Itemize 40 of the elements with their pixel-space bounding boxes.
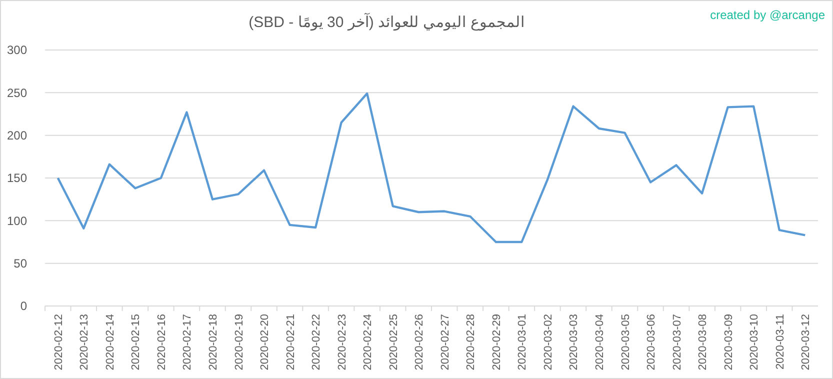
x-tick-label: 2020-03-11 [774,314,786,370]
x-tick-label: 2020-02-23 [336,314,348,370]
x-tick-label: 2020-02-14 [104,314,116,370]
x-tick-label: 2020-02-24 [362,314,374,370]
x-tick-label: 2020-02-28 [465,314,478,370]
x-tick-label: 2020-03-09 [722,314,735,370]
x-tick-label: 2020-03-04 [594,314,606,370]
x-tick-label: 2020-02-12 [52,314,65,370]
x-tick-label: 2020-03-10 [748,314,761,370]
x-tick-label: 2020-03-08 [697,314,710,370]
y-tick-label: 200 [6,128,28,143]
x-tick-label: 2020-02-16 [156,314,168,370]
x-tick-label: 2020-02-18 [207,314,220,370]
x-tick-label: 2020-02-25 [388,314,400,370]
x-tick-label: 2020-02-22 [310,314,323,370]
x-tick-label: 2020-02-19 [233,314,246,370]
y-tick-label: 50 [14,256,28,271]
y-tick-label: 0 [20,299,28,314]
x-tick-label: 2020-02-17 [182,314,194,370]
chart-title: المجموع اليومي للعوائد (آخر 30 يومًا - SBD) [248,13,524,31]
y-tick-label: 100 [6,214,28,228]
x-tick-label: 2020-02-13 [78,314,91,370]
x-tick-label: 2020-02-29 [490,314,503,370]
x-tick-label: 2020-03-02 [542,314,554,370]
y-tick-label: 300 [6,43,28,58]
x-tick-label: 2020-03-05 [620,314,632,370]
y-tick-label: 150 [6,171,28,186]
x-tick-label: 2020-03-12 [800,314,812,370]
x-tick-label: 2020-03-03 [568,314,580,370]
x-tick-label: 2020-03-07 [671,314,684,370]
text: created by @arcange [710,8,826,22]
x-tick-label: 2020-02-21 [284,314,297,370]
x-tick-label: 2020-02-20 [259,314,272,370]
x-tick-label: 2020-02-15 [130,314,142,370]
line-series [56,92,806,244]
x-tick-label: 2020-02-27 [439,314,452,370]
x-tick-label: 2020-03-01 [516,314,529,370]
x-tick-label: 2020-03-06 [646,314,658,370]
y-tick-label: 250 [6,86,28,100]
x-tick-label: 2020-02-26 [414,314,426,370]
